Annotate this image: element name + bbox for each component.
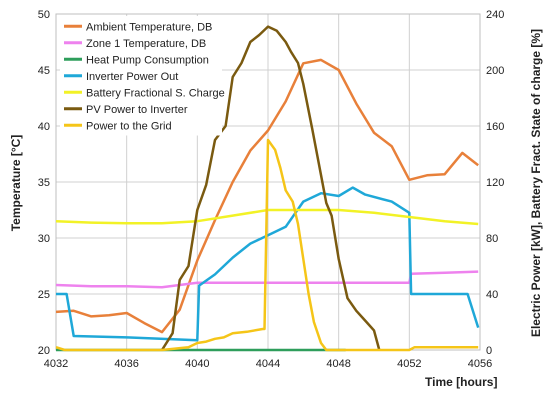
series-line-power-to-the-grid: [55, 138, 479, 352]
legend: Ambient Temperature, DB Zone 1 Temperatur…: [60, 16, 225, 136]
x-tick-label: 4044: [256, 358, 280, 370]
y-left-tick-label: 25: [38, 289, 50, 301]
x-tick-label: 4036: [114, 358, 138, 370]
x-tick-label: 4052: [397, 358, 421, 370]
series-line-battery-fractional-s-charge: [55, 208, 479, 226]
y-right-tick-label: 120: [486, 177, 504, 189]
y-left-tick-label: 45: [38, 65, 50, 77]
y-right-tick-label: 160: [486, 121, 504, 133]
y-left-tick-label: 30: [38, 233, 50, 245]
y-axis-left-title: Temperature [°C]: [9, 135, 23, 232]
axes: 20 25 30 35 40 45 50 0 40 80 120 160 200 240 4032 4036 4…: [38, 9, 505, 370]
y-right-tick-label: 40: [486, 289, 498, 301]
y-right-tick-label: 240: [486, 9, 504, 21]
series-lines: [55, 25, 480, 352]
series-line-pv-power-to-inverter: [160, 25, 381, 351]
x-tick-label: 4040: [185, 358, 209, 370]
legend-label: Zone 1 Temperature, DB: [86, 38, 206, 50]
legend-label: Power to the Grid: [86, 120, 172, 132]
legend-label: Battery Fractional S. Charge: [86, 87, 225, 99]
y-left-tick-label: 50: [38, 9, 50, 21]
x-tick-label: 4048: [326, 358, 350, 370]
y-axis-right-title: Electric Power [kW], Battery Fract. Stat…: [529, 29, 543, 337]
y-left-tick-label: 35: [38, 177, 50, 189]
y-left-tick-label: 20: [38, 345, 50, 357]
y-right-tick-label: 80: [486, 233, 498, 245]
legend-background: [60, 16, 222, 136]
legend-label: PV Power to Inverter: [86, 104, 188, 116]
y-left-tick-label: 40: [38, 121, 50, 133]
y-right-tick-label: 0: [486, 345, 492, 357]
y-right-tick-label: 200: [486, 65, 504, 77]
legend-label: Inverter Power Out: [86, 71, 178, 83]
series-line-ambient-temperature-db: [55, 58, 479, 334]
x-axis-title: Time [hours]: [425, 375, 497, 389]
legend-label: Ambient Temperature, DB: [86, 21, 212, 33]
x-tick-label: 4032: [44, 358, 68, 370]
series-line-inverter-power-out: [56, 186, 480, 342]
x-tick-label: 4056: [468, 358, 492, 370]
legend-label: Heat Pump Consumption: [86, 54, 209, 66]
